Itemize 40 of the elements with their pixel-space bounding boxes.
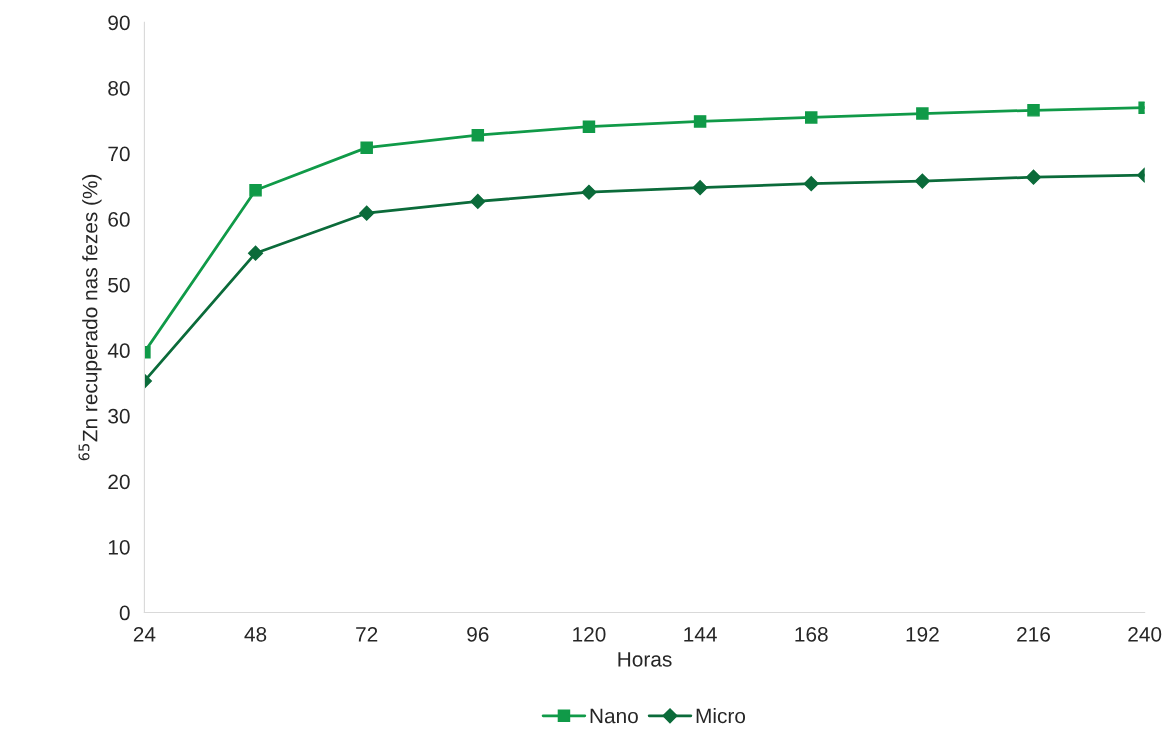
point <box>359 205 375 221</box>
point <box>470 193 486 209</box>
x-tick-label: 72 <box>356 626 378 642</box>
point <box>1027 104 1040 117</box>
y-axis-title: $^{65}$Zn recuperado nas fezes (%) <box>78 174 102 461</box>
y-tick-label: 40 <box>107 343 130 359</box>
x-tick-label: 96 <box>467 626 489 642</box>
x-tick-label: 216 <box>1017 626 1050 642</box>
legend-label: Nano <box>590 708 638 724</box>
point <box>804 111 818 124</box>
y-tick-label: 20 <box>108 474 130 490</box>
point <box>360 141 373 154</box>
legend-label: Micro <box>696 708 746 724</box>
point <box>582 120 596 133</box>
point <box>581 184 597 200</box>
y-tick-label: 30 <box>108 408 130 424</box>
y-tick-label: 90 <box>108 15 130 31</box>
point <box>916 107 929 120</box>
point <box>693 115 707 128</box>
x-axis-title: Horas <box>618 652 672 667</box>
y-tick-label: 60 <box>108 212 130 227</box>
point <box>692 180 708 196</box>
point <box>247 245 264 261</box>
x-tick-label: 48 <box>244 626 267 642</box>
x-tick-label: 144 <box>684 627 717 642</box>
point <box>249 184 262 197</box>
x-tick-label: 24 <box>133 626 156 642</box>
point <box>1025 169 1042 185</box>
x-tick-label: 120 <box>573 626 606 642</box>
y-tick-label: 10 <box>108 539 130 555</box>
y-tick-label: 80 <box>108 80 130 96</box>
x-tick-label: 168 <box>795 626 828 642</box>
x-tick-label: 240 <box>1128 626 1162 642</box>
point <box>803 176 819 192</box>
y-tick-label: 70 <box>108 146 130 162</box>
point <box>471 128 485 142</box>
y-tick-label: 0 <box>119 605 130 621</box>
y-tick-label: 50 <box>108 277 130 293</box>
x-tick-label: 192 <box>906 626 939 642</box>
point <box>914 173 930 189</box>
